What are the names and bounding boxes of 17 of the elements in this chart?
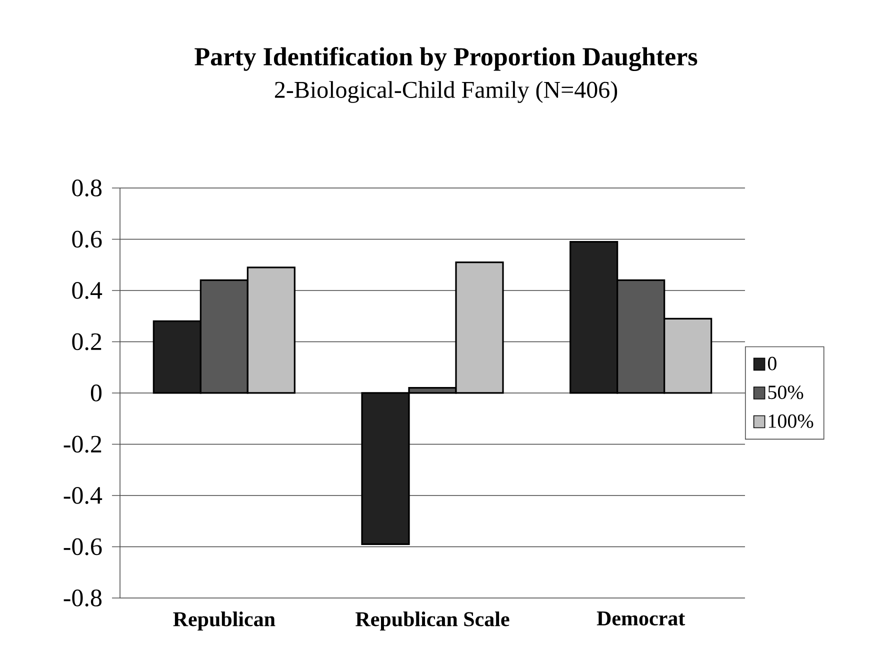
y-tick-label: -0.8 [64,590,102,606]
x-tick-label: Republican Scale [356,612,510,631]
y-tick-label: 0.8 [72,179,102,196]
y-tick-label: -0.2 [64,436,102,453]
y-tick-label: -0.4 [64,486,102,504]
y-tick-label: 0.2 [72,333,102,350]
y-tick-label: 0.6 [72,230,102,248]
x-tick-label: Democrat [596,612,686,626]
legend-label: 0 [768,356,776,370]
y-tick-label: -0.6 [64,538,102,556]
y-tick-label: 0.4 [72,282,102,299]
y-tick-label: 0 [90,384,102,402]
legend-label: 100% [768,414,814,428]
chart-subtitle: 2-Biological-Child Family (N=406) [274,81,618,103]
chart-title: Party Identification by Proportion Daughters [194,46,698,72]
x-tick-label: Republican [173,612,276,631]
legend-label: 50% [768,386,804,400]
